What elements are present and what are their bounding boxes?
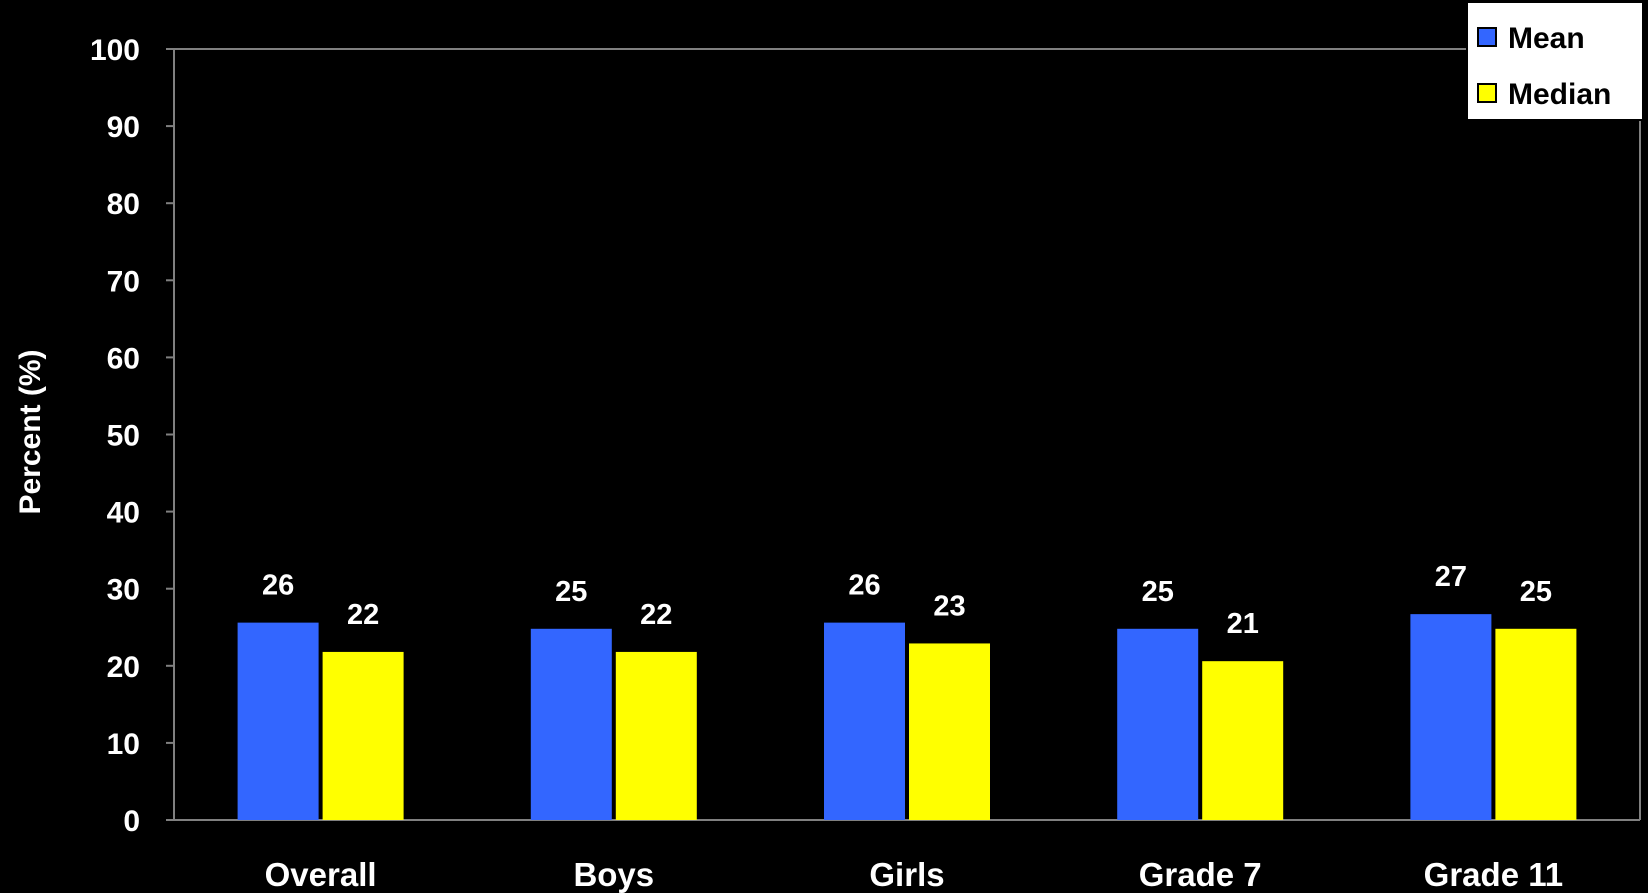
median-value-label: 22 — [640, 599, 672, 631]
category-label: Grade 7 — [1139, 856, 1262, 893]
mean-value-label: 26 — [848, 570, 880, 602]
y-tick-label: 40 — [107, 497, 140, 530]
bars — [237, 614, 1577, 820]
mean-value-label: 26 — [262, 570, 294, 602]
legend-swatch-median — [1477, 83, 1497, 103]
median-bar — [615, 651, 697, 820]
mean-bar — [237, 622, 319, 820]
data-labels: 26 22 25 22 26 23 25 21 27 25 — [262, 561, 1552, 640]
category-label: Grade 11 — [1424, 856, 1563, 893]
median-bar — [1202, 661, 1284, 820]
median-value-label: 23 — [933, 590, 965, 622]
mean-bar — [1117, 628, 1199, 820]
category-label: Boys — [573, 856, 654, 893]
y-axis-ticks: 0 10 20 30 40 50 60 70 80 90 100 — [90, 34, 174, 838]
median-value-label: 25 — [1520, 576, 1552, 608]
y-tick-label: 70 — [107, 265, 140, 298]
median-bar — [909, 643, 990, 820]
y-tick-label: 50 — [107, 420, 140, 453]
category-labels: Overall Boys Girls Grade 7 Grade 11 — [265, 856, 1563, 893]
y-axis-title: Percent (%) — [14, 349, 47, 514]
median-bar — [1495, 628, 1577, 820]
y-tick-label: 20 — [107, 651, 140, 684]
legend-label-mean: Mean — [1508, 22, 1585, 55]
legend: Mean Median — [1466, 1, 1644, 121]
mean-value-label: 25 — [555, 576, 587, 608]
mean-value-label: 25 — [1142, 576, 1174, 608]
y-tick-label: 30 — [107, 574, 140, 607]
mean-bar — [530, 628, 612, 820]
legend-swatch-mean — [1477, 27, 1497, 47]
median-bar — [322, 651, 404, 820]
legend-label-median: Median — [1508, 78, 1611, 111]
mean-value-label: 27 — [1435, 561, 1467, 593]
y-tick-label: 100 — [90, 34, 140, 67]
y-tick-label: 60 — [107, 342, 140, 375]
mean-bar — [824, 622, 905, 820]
category-label: Girls — [869, 856, 944, 893]
mean-bar — [1410, 614, 1492, 820]
y-tick-label: 80 — [107, 188, 140, 221]
median-value-label: 22 — [347, 599, 379, 631]
y-tick-label: 90 — [107, 111, 140, 144]
category-label: Overall — [265, 856, 377, 893]
y-tick-label: 0 — [123, 805, 140, 838]
median-value-label: 21 — [1227, 608, 1259, 640]
y-tick-label: 10 — [107, 728, 140, 761]
